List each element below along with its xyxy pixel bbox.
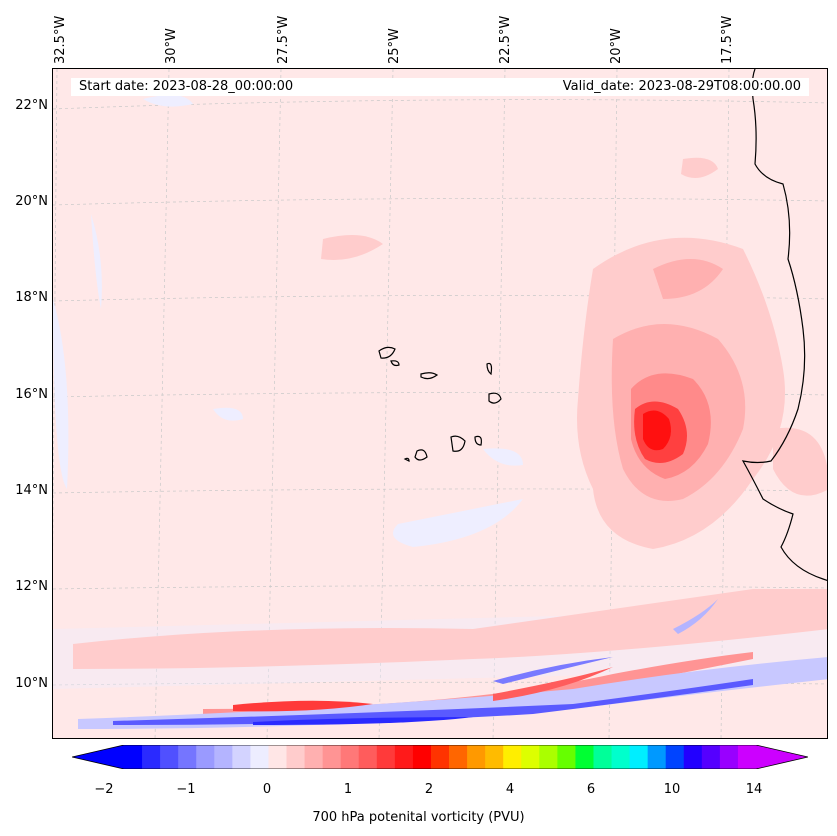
lat-label: 18°N	[15, 290, 48, 305]
colorbar-cell	[629, 745, 649, 769]
colorbar-under-arrow	[72, 745, 124, 769]
colorbar-cell	[304, 745, 324, 769]
start-date: Start date: 2023-08-28_00:00:00	[79, 79, 294, 94]
colorbar-cell	[719, 745, 739, 769]
colorbar-cell	[521, 745, 540, 769]
colorbar	[72, 745, 808, 769]
colorbar-cell	[593, 745, 612, 769]
colorbar-cell	[340, 745, 360, 769]
lat-label: 12°N	[15, 579, 48, 594]
colorbar-tick: 0	[262, 782, 272, 797]
lon-label: 32.5°W	[53, 15, 68, 64]
colorbar-over-arrow	[756, 745, 808, 769]
colorbar-cell	[557, 745, 576, 769]
lon-label: 27.5°W	[276, 15, 291, 64]
colorbar-cell	[485, 745, 504, 769]
lon-label: 20°W	[609, 28, 624, 64]
colorbar-cell	[250, 745, 269, 769]
colorbar-tick: 14	[745, 782, 763, 797]
colorbar-cell	[142, 745, 161, 769]
pv-core	[643, 410, 671, 451]
colorbar-tick: 6	[586, 782, 596, 797]
lat-label: 22°N	[15, 98, 48, 113]
date-info-bar: Start date: 2023-08-28_00:00:00 Valid_da…	[71, 78, 809, 96]
colorbar-cell	[575, 745, 594, 769]
lat-label: 16°N	[15, 387, 48, 402]
colorbar-cell	[322, 745, 342, 769]
colorbar-cell	[683, 745, 703, 769]
colorbar-cell	[268, 745, 287, 769]
colorbar-cell	[214, 745, 233, 769]
lon-label: 22.5°W	[498, 15, 513, 64]
colorbar-cell	[701, 745, 721, 769]
colorbar-cell	[160, 745, 179, 769]
colorbar-cell	[196, 745, 215, 769]
lat-label: 10°N	[15, 676, 48, 691]
colorbar-cell	[449, 745, 468, 769]
colorbar-cell	[737, 745, 757, 769]
colorbar-cell	[467, 745, 486, 769]
colorbar-cell	[358, 745, 378, 769]
colorbar-tick: −1	[176, 782, 196, 797]
colorbar-cell	[394, 745, 414, 769]
colorbar-cell	[178, 745, 197, 769]
lon-label: 25°W	[387, 28, 402, 64]
colorbar-title: 700 hPa potenital vorticity (PVU)	[312, 810, 525, 825]
colorbar-cell	[539, 745, 558, 769]
colorbar-cells	[124, 745, 757, 769]
colorbar-tick: −2	[94, 782, 114, 797]
colorbar-cell	[647, 745, 667, 769]
lat-label: 14°N	[15, 483, 48, 498]
colorbar-cell	[611, 745, 630, 769]
valid-date: Valid_date: 2023-08-29T08:00:00.00	[562, 79, 801, 94]
lon-label: 30°W	[164, 28, 179, 64]
colorbar-cell	[665, 745, 685, 769]
colorbar-tick: 1	[343, 782, 353, 797]
colorbar-cell	[286, 745, 305, 769]
colorbar-tick: 2	[424, 782, 434, 797]
colorbar-cell	[503, 745, 522, 769]
colorbar-cell	[124, 745, 143, 769]
cape-verde-islands	[378, 346, 502, 462]
colorbar-tick: 10	[663, 782, 681, 797]
map-panel: Start date: 2023-08-28_00:00:00 Valid_da…	[52, 68, 828, 739]
colorbar-cell	[232, 745, 251, 769]
colorbar-cell	[376, 745, 396, 769]
pv-field	[53, 69, 827, 738]
lat-label: 20°N	[15, 194, 48, 209]
colorbar-cell	[430, 745, 450, 769]
lon-label: 17.5°W	[720, 15, 735, 64]
colorbar-cell	[412, 745, 432, 769]
pv-band-south	[78, 599, 827, 729]
colorbar-tick: 4	[505, 782, 515, 797]
